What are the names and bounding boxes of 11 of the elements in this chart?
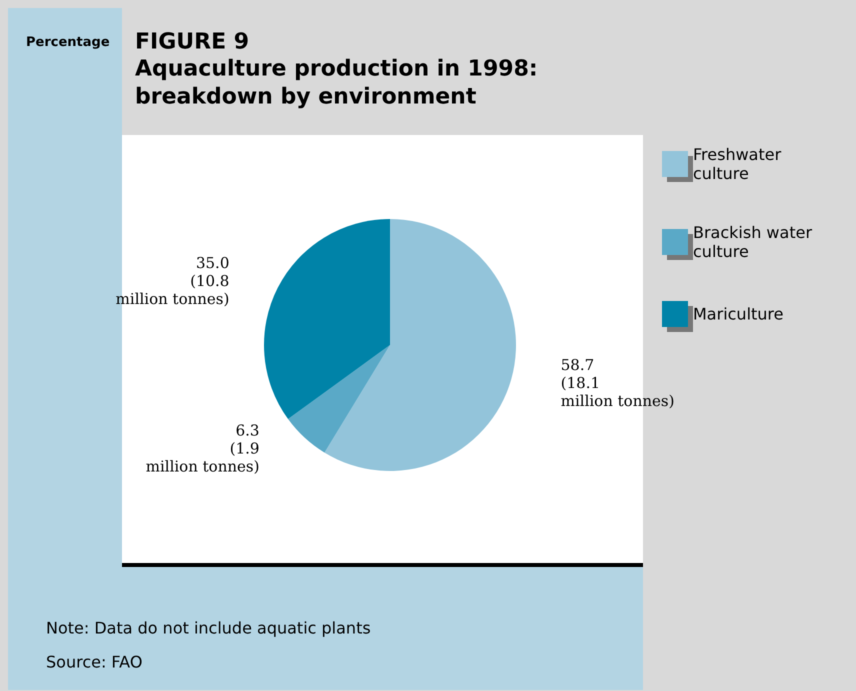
text: Percentage xyxy=(26,35,110,50)
data-label: 58.7 (18.1 million tonnes) xyxy=(560,356,674,410)
source-note: Source: FAO xyxy=(46,652,142,672)
text: Note: Data do not include aquatic plants xyxy=(46,618,371,638)
legend-label: Mariculture xyxy=(693,304,784,324)
data-label: 6.3 (1.9 million tonnes) xyxy=(146,422,260,476)
chart-title: FIGURE 9 xyxy=(135,30,250,54)
legend-label: Freshwater culture xyxy=(693,145,786,183)
data-label: 35.0 (10.8 million tonnes) xyxy=(116,254,230,308)
chart-subtitle: Aquaculture production in 1998: breakdown by environment xyxy=(135,56,538,110)
legend-label: Brackish water culture xyxy=(693,223,818,261)
